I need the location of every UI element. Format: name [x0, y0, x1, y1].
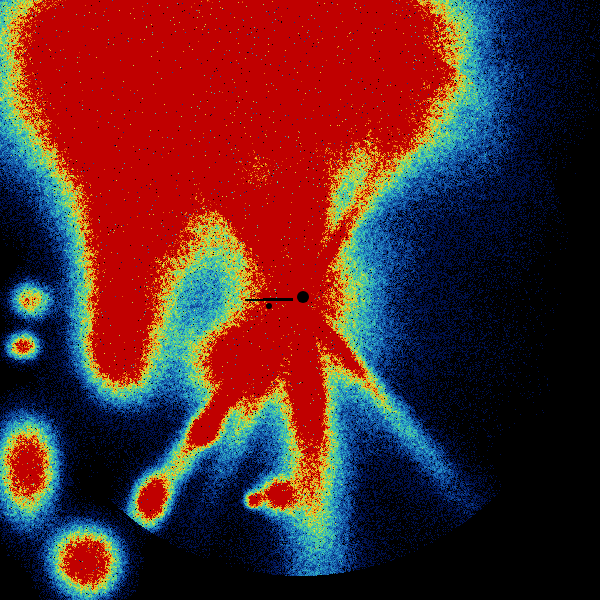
false-color-heatmap-canvas [0, 0, 600, 600]
image-viewport [0, 0, 600, 600]
